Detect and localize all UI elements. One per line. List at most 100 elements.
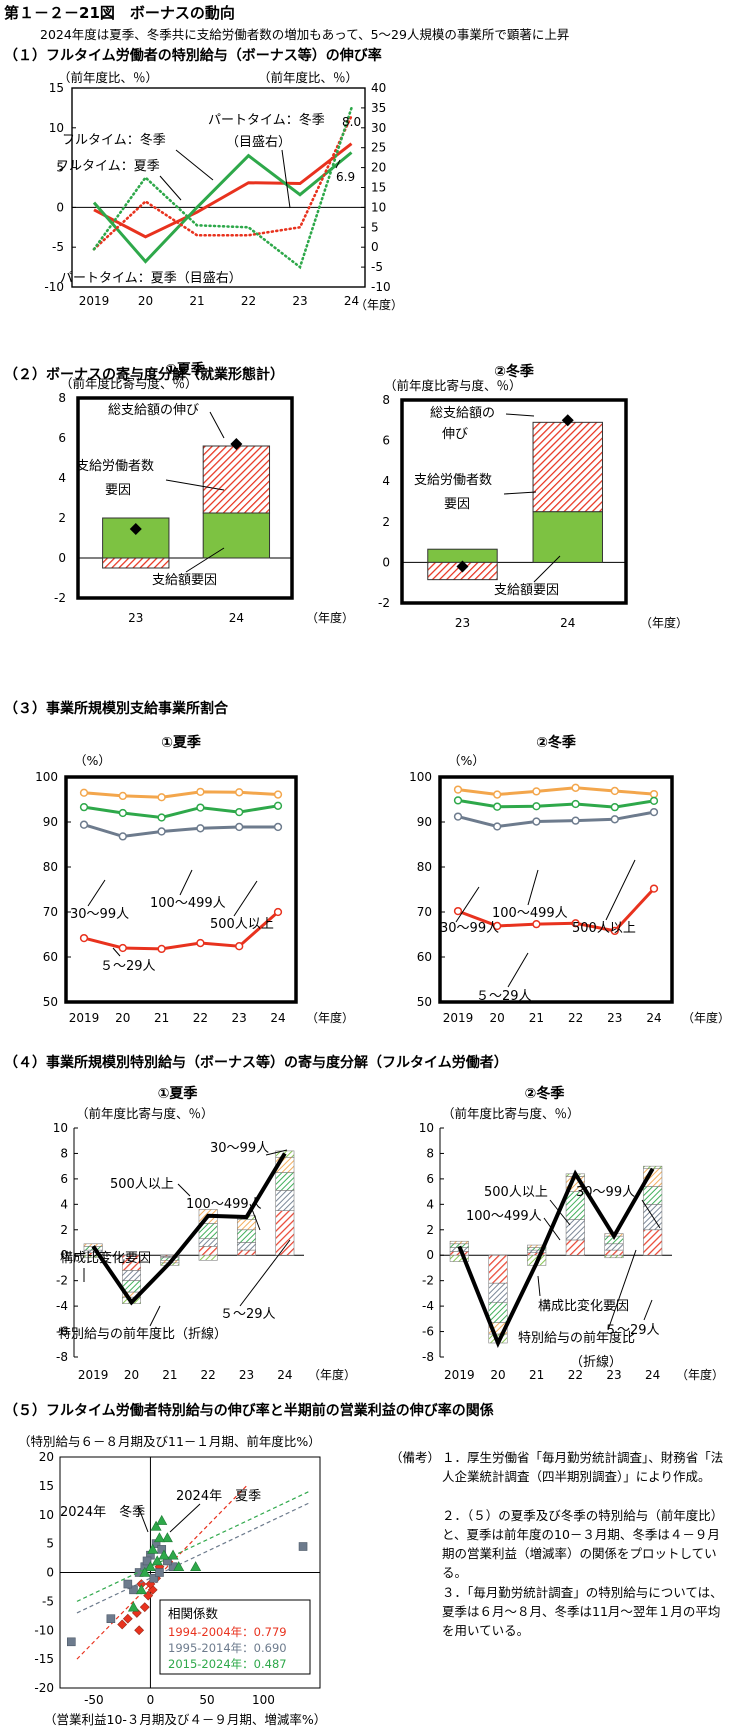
legend-box: [159, 1599, 311, 1675]
data-point: [273, 801, 283, 810]
y-tick-label: 60: [417, 950, 432, 964]
leader-line: [209, 411, 225, 439]
series-line: [92, 106, 353, 270]
plot-frame: [76, 396, 294, 600]
y-tick-label: -6: [56, 1325, 68, 1339]
bar-segment: [237, 1242, 257, 1251]
series-label: 構成比変化要因: [60, 1250, 151, 1266]
x-tick-label: 2019: [444, 1368, 475, 1382]
data-point: [157, 827, 166, 836]
series-line: [92, 151, 353, 264]
notes-item: ３．「毎月勤労統計調査」の特別給与については、夏季は６月～８月、冬季は11月～翌…: [442, 1585, 723, 1638]
y-tick-label: 10: [419, 1121, 434, 1135]
x-tick-label: 2019: [78, 1368, 109, 1382]
bar-segment: [427, 548, 498, 563]
x-tick-label: 0: [147, 1693, 155, 1707]
notes-item: ２．（５）の夏季及び冬季の特別給与（前年度比）と、夏季は前年度の10－３月期、冬…: [442, 1508, 724, 1580]
y-tick-label: 0: [58, 551, 66, 565]
series-label: フルタイム：夏季: [56, 159, 160, 174]
bar-segment: [198, 1246, 218, 1256]
y-tick-label: 6: [382, 434, 390, 448]
x-axis-unit: （年度）: [682, 1010, 730, 1025]
data-point: [235, 807, 244, 817]
y-tick-label: 2: [58, 511, 66, 525]
data-point: [123, 1579, 133, 1589]
data-point: [532, 787, 541, 796]
leader-line: [149, 1305, 161, 1327]
x-tick-label: 21: [154, 1011, 169, 1025]
y-tick-label: -4: [56, 1299, 68, 1313]
y-tick-label: 5: [46, 1537, 54, 1551]
leader-line: [177, 1183, 191, 1197]
x-axis-unit: （年度）: [306, 1010, 354, 1025]
series-label: 特別給与の前年度比（折線）: [58, 1326, 227, 1342]
x-tick-label: 21: [189, 294, 204, 308]
y-tick-label: 2: [382, 515, 390, 529]
x-tick-label: 23: [607, 1011, 622, 1025]
y-tick-label: 10: [53, 1121, 68, 1135]
x-axis-unit: （年度）: [640, 615, 688, 630]
y-tick-label: 2: [60, 1223, 68, 1237]
data-point: [122, 1613, 133, 1624]
data-point: [610, 803, 619, 812]
y-tick-label: 8: [426, 1146, 434, 1160]
y-tick-label: 4: [382, 474, 390, 488]
series-line: [457, 887, 656, 933]
y-tick-label: 25: [371, 141, 386, 155]
bar-segment: [488, 1282, 508, 1303]
total-marker: [561, 414, 574, 427]
y-tick-label: 4: [58, 471, 66, 485]
data-point: [196, 787, 205, 796]
x-tick-label: 22: [201, 1368, 216, 1382]
y-tick-label: -2: [56, 1274, 68, 1288]
y-axis-label: （特別給与６－８月期及び11－１月期、前年度比%）: [18, 1434, 321, 1449]
x-tick-label: 2019: [69, 1011, 100, 1025]
section-2-title: （２）ボーナスの寄与度分解（就業形態計）: [4, 367, 284, 383]
leader-line: [543, 1217, 561, 1241]
x-tick-label: 21: [529, 1011, 544, 1025]
leader-line: [249, 1203, 261, 1231]
series-label: 支給労働者数: [414, 473, 492, 488]
y-tick-label: -20: [34, 1681, 54, 1695]
x-tick-label: 24: [270, 1011, 285, 1025]
plot-frame: [64, 775, 298, 1004]
x-tick-label: 21: [162, 1368, 177, 1382]
data-label: 8.0: [342, 115, 361, 129]
data-point: [135, 1584, 147, 1595]
data-point: [157, 813, 166, 822]
series-label: ５～29人: [476, 989, 532, 1004]
data-point: [67, 1637, 76, 1647]
leader-line: [265, 1149, 288, 1156]
bar-segment: [275, 1190, 295, 1211]
bar-segment: [237, 1229, 257, 1243]
series-label: 30～99人: [440, 921, 499, 936]
data-point: [158, 1549, 170, 1560]
series-label: ５～29人: [100, 959, 156, 974]
y-tick-label: -10: [371, 280, 391, 294]
x-tick-label: 23: [128, 611, 143, 625]
total-marker: [230, 438, 243, 450]
x-tick-label: 100: [252, 1693, 275, 1707]
leader-line: [335, 159, 341, 169]
series-line: [93, 142, 353, 239]
series-label: 30～99人: [70, 907, 129, 922]
y-tick-label: 90: [417, 815, 432, 829]
bar-segment: [198, 1238, 218, 1247]
data-point: [610, 926, 619, 936]
y-tick-label: -2: [54, 591, 66, 605]
data-point: [532, 817, 541, 826]
y-tick-label: 8: [58, 391, 66, 405]
y-tick-label: 5: [371, 220, 379, 234]
section-1-title: （１）フルタイム労働者の特別給与（ボーナス等）の伸び率: [4, 48, 382, 64]
leader-line: [549, 1199, 571, 1226]
y-tick-label: 8: [60, 1146, 68, 1160]
plot-frame: [400, 398, 628, 605]
x-axis-unit: （年度）: [306, 610, 354, 625]
data-point: [139, 1602, 150, 1613]
series-line: [83, 910, 279, 951]
y-tick-label: 0: [371, 240, 379, 254]
y-tick-label: 6: [58, 431, 66, 445]
leader-line: [137, 1505, 149, 1533]
chart-subtitle: ②冬季: [524, 1085, 564, 1102]
data-point: [273, 822, 283, 832]
